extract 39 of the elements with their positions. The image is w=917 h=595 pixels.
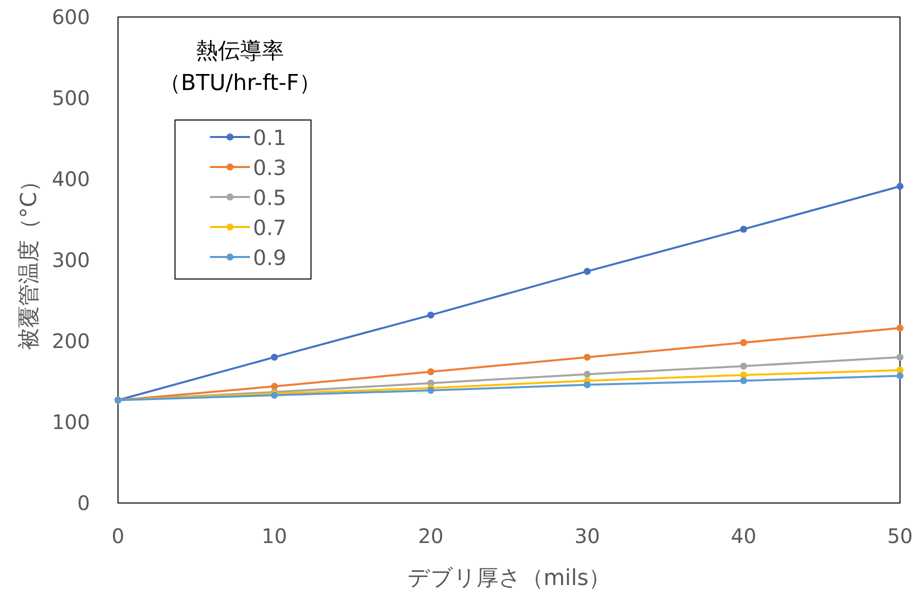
point <box>584 268 591 275</box>
y-tick-label: 200 <box>52 329 90 353</box>
x-tick-label: 10 <box>262 524 288 548</box>
point <box>740 226 748 233</box>
y-tick-label: 0 <box>77 491 90 515</box>
point <box>740 377 748 384</box>
point <box>584 370 591 378</box>
point <box>896 182 904 190</box>
legend-label: 0.1 <box>253 126 286 150</box>
point <box>584 354 591 361</box>
x-tick-label: 30 <box>574 524 600 548</box>
point <box>740 372 748 379</box>
point <box>427 368 434 376</box>
point <box>896 366 904 374</box>
y-tick-label: 300 <box>52 248 90 272</box>
x-axis-title: デブリ厚さ（mils） <box>407 566 611 591</box>
point <box>896 372 904 380</box>
point <box>896 324 904 332</box>
point <box>427 312 434 319</box>
point <box>584 381 591 388</box>
legend-label: 0.9 <box>253 246 286 270</box>
point <box>740 362 748 370</box>
y-axis-title: 被覆管温度（°C） <box>17 170 42 350</box>
legend-label: 0.5 <box>253 186 286 210</box>
legend-label: 0.7 <box>253 216 286 240</box>
x-tick-label: 0 <box>112 524 124 548</box>
point <box>740 339 748 346</box>
y-tick-label: 400 <box>52 167 90 191</box>
legend-label: 0.3 <box>253 156 286 180</box>
x-tick-label: 40 <box>730 524 756 548</box>
x-tick-label: 50 <box>887 524 913 548</box>
y-tick-label: 100 <box>52 410 90 434</box>
x-tick-label: 20 <box>418 524 444 548</box>
point <box>896 354 904 361</box>
point <box>270 354 278 361</box>
legend-title: 熱伝導率（BTU/hr-ft-F） <box>158 39 322 96</box>
y-tick-label: 600 <box>52 5 90 29</box>
y-tick-label: 500 <box>52 86 90 110</box>
point <box>427 386 434 394</box>
